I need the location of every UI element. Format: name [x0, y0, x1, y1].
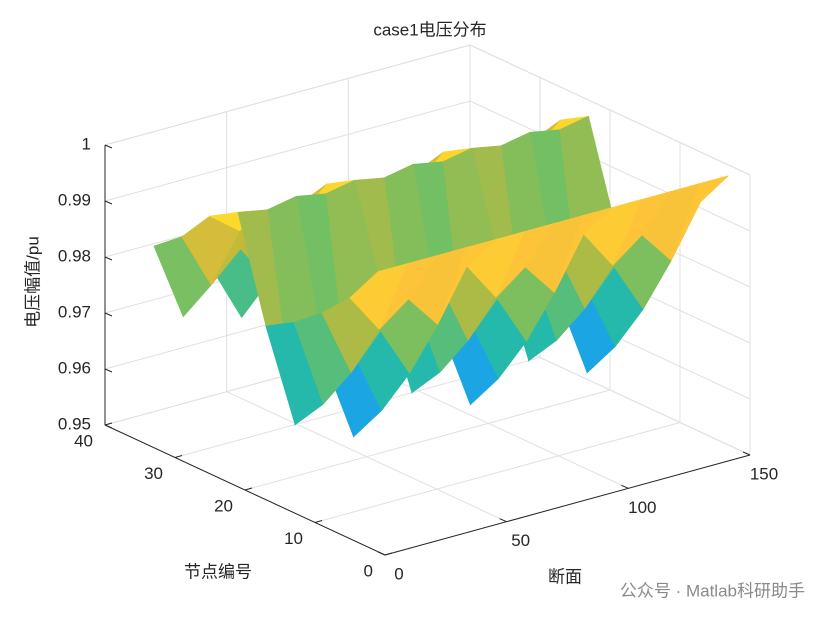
tick-mark: [621, 484, 629, 489]
tick-mark: [244, 487, 253, 491]
x-tick-label: 0: [394, 564, 403, 583]
grid-line: [314, 422, 681, 523]
axis-line: [384, 454, 751, 556]
z-tick-label: 0.97: [58, 302, 91, 321]
tick-mark: [377, 551, 386, 556]
tick-mark: [104, 256, 113, 261]
z-tick-label: 0.96: [58, 358, 91, 377]
surface-patch: [349, 263, 408, 330]
surface: [153, 115, 729, 438]
y-tick-label: 40: [74, 431, 93, 450]
y-tick-label: 20: [214, 496, 233, 515]
grid-line: [104, 100, 471, 202]
grid-line: [244, 389, 611, 491]
y-tick-label: 0: [364, 561, 373, 580]
tick-mark: [499, 518, 507, 523]
tick-mark: [174, 455, 183, 458]
tick-mark: [104, 144, 113, 149]
y-tick-label: 10: [284, 529, 303, 548]
z-axis-label: 电压幅值/pu: [23, 236, 42, 328]
chart-title: case1电压分布: [373, 20, 486, 39]
tick-mark: [104, 200, 113, 205]
tick-mark: [104, 424, 113, 429]
x-tick-label: 150: [750, 464, 778, 483]
z-tick-label: 1: [82, 134, 91, 153]
z-tick-label: 0.95: [58, 414, 91, 433]
tick-mark: [384, 552, 393, 556]
axes-foreground: 0 50 100 150 0 10 20 30 400.95 0.96 0.97 0.98 0.99 1: [58, 134, 778, 583]
y-tick-label: 30: [144, 464, 163, 483]
box-line: [469, 44, 751, 176]
x-tick-label: 50: [511, 531, 530, 550]
watermark: 公众号 · Matlab科研助手: [620, 581, 805, 600]
x-tick-label: 100: [628, 498, 656, 517]
tick-mark: [314, 520, 323, 523]
box-line: [104, 44, 471, 146]
y-axis-label: 节点编号: [184, 562, 252, 581]
z-tick-label: 0.98: [58, 246, 91, 265]
x-axis-label: 断面: [548, 567, 582, 586]
tick-mark: [742, 451, 751, 456]
z-tick-label: 0.99: [58, 190, 91, 209]
grid-line: [469, 100, 751, 232]
tick-mark: [104, 422, 113, 426]
tick-mark: [104, 312, 113, 317]
tick-mark: [104, 368, 113, 373]
